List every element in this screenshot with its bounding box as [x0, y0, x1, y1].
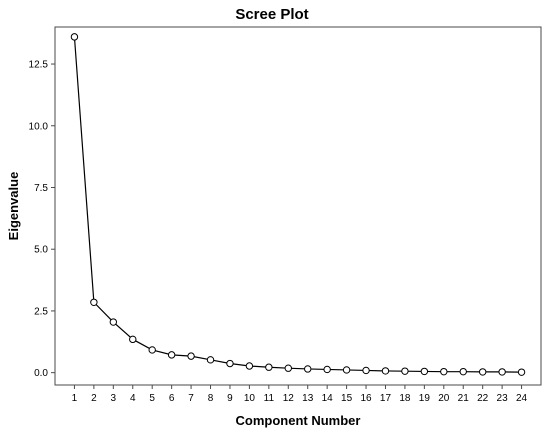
data-point [187, 352, 195, 360]
plot-frame [54, 26, 542, 386]
x-tick-label: 12 [283, 393, 295, 404]
data-point [90, 298, 98, 306]
x-tick-label: 13 [302, 393, 314, 404]
x-tick-label: 17 [380, 393, 392, 404]
data-point [517, 368, 526, 376]
data-point [206, 356, 215, 364]
x-tick-label: 2 [91, 393, 97, 404]
x-tick-label: 23 [497, 393, 509, 404]
data-point [265, 363, 273, 371]
data-point [420, 367, 429, 376]
x-axis-ticks: 1 2 3 4 5 6 7 8 9 10 11 12 13 14 15 16 17 18 19 20 21 22 23 24 [72, 385, 528, 404]
y-axis-label: Eigenvalue [6, 172, 21, 241]
data-point [478, 368, 487, 376]
x-tick-label: 16 [360, 393, 372, 404]
data-point [284, 364, 292, 372]
x-tick-label: 22 [477, 393, 489, 404]
data-point [148, 346, 156, 354]
data-point [459, 367, 467, 376]
chart-title: Scree Plot [235, 6, 308, 23]
y-tick-label: 10.0 [29, 121, 49, 132]
data-point [226, 359, 234, 368]
x-tick-label: 18 [399, 393, 411, 404]
x-tick-label: 3 [111, 393, 117, 404]
x-tick-label: 20 [438, 393, 450, 404]
data-point [362, 366, 370, 375]
data-point [342, 366, 351, 374]
eigenvalue-points [70, 33, 526, 376]
x-tick-label: 7 [188, 393, 194, 404]
data-point [167, 351, 176, 359]
data-point [381, 367, 390, 375]
data-point [129, 335, 137, 344]
data-point [440, 367, 448, 376]
data-point [323, 365, 331, 374]
x-tick-label: 19 [419, 393, 431, 404]
y-tick-label: 5.0 [34, 245, 48, 256]
y-axis-ticks: 0.0 2.5 5.0 7.5 10.0 12.5 [29, 60, 55, 379]
x-tick-label: 1 [72, 393, 78, 404]
data-point [245, 362, 254, 370]
data-point [109, 318, 118, 326]
x-tick-label: 21 [458, 393, 470, 404]
data-point [498, 368, 506, 376]
data-point [401, 367, 409, 375]
x-tick-label: 10 [244, 393, 256, 404]
x-tick-label: 9 [227, 393, 233, 404]
data-point [304, 365, 312, 373]
x-tick-label: 11 [264, 393, 275, 404]
x-tick-label: 14 [322, 393, 334, 404]
x-axis-label: Component Number [236, 413, 361, 428]
x-tick-label: 8 [208, 393, 214, 404]
x-tick-label: 5 [149, 393, 155, 404]
x-tick-label: 24 [516, 393, 528, 404]
y-tick-label: 7.5 [34, 183, 48, 194]
x-tick-label: 6 [169, 393, 175, 404]
x-tick-label: 4 [130, 393, 136, 404]
y-tick-label: 2.5 [34, 306, 48, 317]
y-tick-label: 0.0 [34, 368, 48, 379]
data-point [70, 33, 79, 41]
x-tick-label: 15 [341, 393, 353, 404]
y-tick-label: 12.5 [29, 60, 49, 71]
